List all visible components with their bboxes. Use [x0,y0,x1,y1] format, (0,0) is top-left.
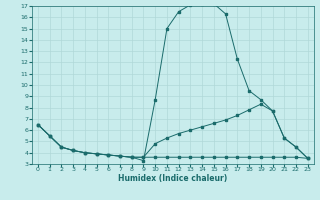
X-axis label: Humidex (Indice chaleur): Humidex (Indice chaleur) [118,174,228,183]
